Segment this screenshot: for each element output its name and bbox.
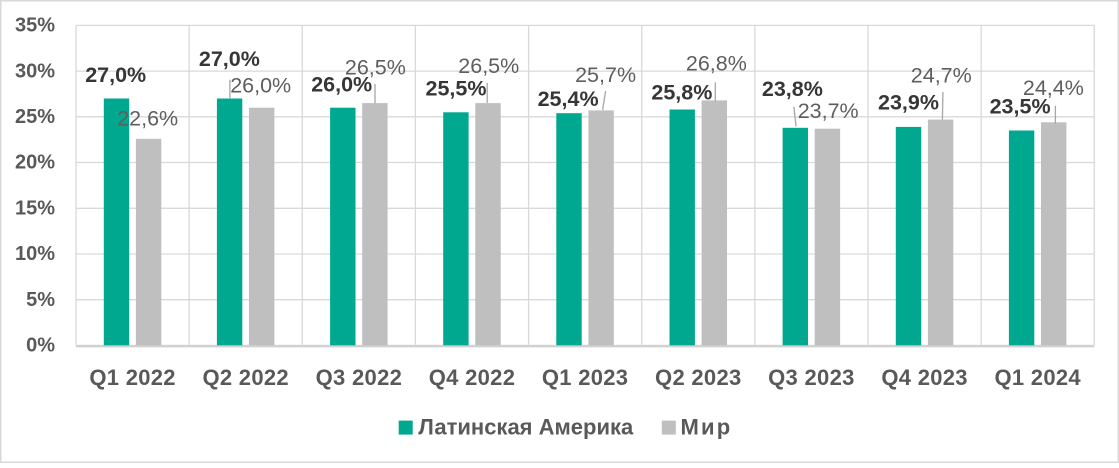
svg-text:25,7%: 25,7% (575, 63, 636, 87)
svg-text:Q2 2023: Q2 2023 (655, 365, 742, 390)
svg-text:0%: 0% (26, 335, 55, 357)
svg-text:Мир: Мир (681, 415, 733, 440)
svg-text:25%: 25% (15, 106, 55, 128)
svg-text:24,7%: 24,7% (911, 63, 972, 87)
svg-text:20%: 20% (15, 152, 55, 174)
svg-text:23,9%: 23,9% (878, 91, 939, 115)
svg-text:26,0%: 26,0% (230, 73, 291, 97)
svg-text:Q3 2022: Q3 2022 (316, 365, 403, 390)
svg-text:35%: 35% (15, 15, 55, 37)
svg-text:23,7%: 23,7% (798, 99, 859, 123)
svg-text:Q3 2023: Q3 2023 (768, 365, 855, 390)
svg-text:23,5%: 23,5% (990, 94, 1051, 118)
svg-text:24,4%: 24,4% (1023, 76, 1084, 100)
svg-text:Q4 2022: Q4 2022 (429, 365, 516, 390)
svg-text:Q1 2024: Q1 2024 (994, 365, 1081, 390)
svg-text:15%: 15% (15, 198, 55, 220)
svg-text:27,0%: 27,0% (85, 63, 146, 87)
svg-text:30%: 30% (15, 60, 55, 82)
svg-text:26,0%: 26,0% (311, 73, 372, 97)
svg-text:26,5%: 26,5% (345, 56, 406, 80)
svg-text:25,5%: 25,5% (426, 76, 487, 100)
svg-text:Q4 2023: Q4 2023 (881, 365, 968, 390)
svg-text:23,8%: 23,8% (762, 77, 823, 101)
svg-text:10%: 10% (15, 243, 55, 265)
svg-text:5%: 5% (26, 289, 55, 311)
svg-text:Латинская Америка: Латинская Америка (418, 415, 634, 440)
svg-text:Q2 2022: Q2 2022 (202, 365, 289, 390)
svg-text:Q1 2023: Q1 2023 (542, 365, 629, 390)
svg-text:22,6%: 22,6% (117, 106, 178, 130)
svg-text:25,8%: 25,8% (651, 81, 712, 105)
svg-text:26,8%: 26,8% (686, 52, 747, 76)
svg-text:25,4%: 25,4% (538, 87, 599, 111)
svg-text:27,0%: 27,0% (199, 47, 260, 71)
svg-text:26,5%: 26,5% (458, 54, 519, 78)
svg-text:Q1 2022: Q1 2022 (89, 365, 176, 390)
